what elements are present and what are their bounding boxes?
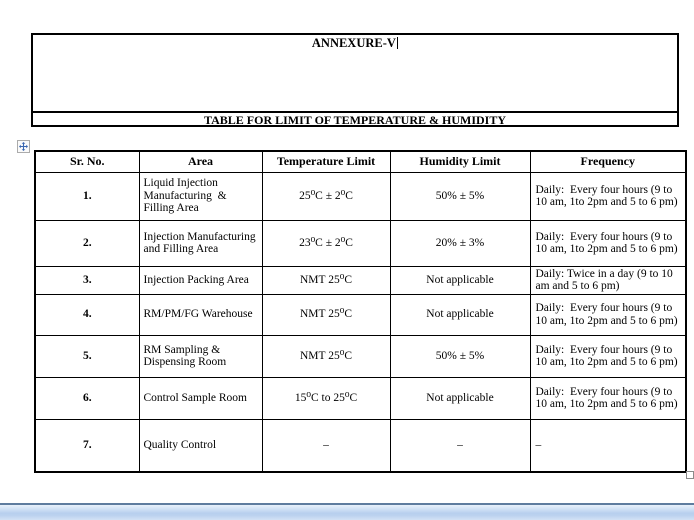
cell-sr-no[interactable]: 7. bbox=[34, 418, 140, 473]
cell-area[interactable]: Injection Packing Area bbox=[138, 265, 263, 295]
text-cursor bbox=[396, 37, 399, 49]
cell-sr-no[interactable]: 6. bbox=[34, 376, 140, 420]
status-bar bbox=[0, 503, 694, 520]
table-row: 1. Liquid Injection Manufacturing & Fill… bbox=[34, 171, 687, 221]
table-row: 2. Injection Manufacturing and Filling A… bbox=[34, 219, 687, 267]
table-move-handle[interactable] bbox=[17, 140, 30, 153]
cell-temperature-limit[interactable]: – bbox=[261, 418, 391, 473]
cell-temperature-limit[interactable]: 15⁰C to 25⁰C bbox=[261, 376, 391, 420]
table-title: TABLE FOR LIMIT OF TEMPERATURE & HUMIDIT… bbox=[203, 113, 507, 127]
cell-humidity-limit[interactable]: Not applicable bbox=[389, 376, 531, 420]
table-row: 7. Quality Control – – – bbox=[34, 418, 687, 473]
cell-temperature-limit[interactable]: NMT 25⁰C bbox=[261, 293, 391, 336]
cell-frequency[interactable]: – bbox=[529, 418, 687, 473]
annexure-title-area[interactable]: ANNEXURE-V bbox=[33, 35, 677, 111]
cell-frequency[interactable]: Daily: Every four hours (9 to 10 am, 1to… bbox=[529, 376, 687, 420]
col-header-frequency[interactable]: Frequency bbox=[529, 150, 687, 173]
cell-area[interactable]: Injection Manufacturing and Filling Area bbox=[138, 219, 263, 267]
cell-frequency[interactable]: Daily: Twice in a day (9 to 10 am and 5 … bbox=[529, 265, 687, 295]
table-row: 6. Control Sample Room 15⁰C to 25⁰C Not … bbox=[34, 376, 687, 420]
temperature-humidity-limits-table: Sr. No. Area Temperature Limit Humidity … bbox=[34, 150, 687, 473]
cell-area[interactable]: Quality Control bbox=[138, 418, 263, 473]
cell-temperature-limit[interactable]: 23⁰C ± 2⁰C bbox=[261, 219, 391, 267]
cell-temperature-limit[interactable]: 25⁰C ± 2⁰C bbox=[261, 171, 391, 221]
col-header-humidity-limit[interactable]: Humidity Limit bbox=[389, 150, 531, 173]
table-row: 5. RM Sampling & Dispensing Room NMT 25⁰… bbox=[34, 334, 687, 378]
table-row: 3. Injection Packing Area NMT 25⁰C Not a… bbox=[34, 265, 687, 295]
cell-temperature-limit[interactable]: NMT 25⁰C bbox=[261, 334, 391, 378]
table-row: 4. RM/PM/FG Warehouse NMT 25⁰C Not appli… bbox=[34, 293, 687, 336]
cell-humidity-limit[interactable]: Not applicable bbox=[389, 293, 531, 336]
cell-frequency[interactable]: Daily: Every four hours (9 to 10 am, 1to… bbox=[529, 334, 687, 378]
annexure-header-box: ANNEXURE-V TABLE FOR LIMIT OF TEMPERATUR… bbox=[31, 33, 679, 127]
col-header-temperature-limit[interactable]: Temperature Limit bbox=[261, 150, 391, 173]
cell-humidity-limit[interactable]: 20% ± 3% bbox=[389, 219, 531, 267]
cell-area[interactable]: Liquid Injection Manufacturing & Filling… bbox=[138, 171, 263, 221]
cell-sr-no[interactable]: 5. bbox=[34, 334, 140, 378]
cell-humidity-limit[interactable]: 50% ± 5% bbox=[389, 171, 531, 221]
cell-sr-no[interactable]: 2. bbox=[34, 219, 140, 267]
cell-sr-no[interactable]: 3. bbox=[34, 265, 140, 295]
cell-humidity-limit[interactable]: Not applicable bbox=[389, 265, 531, 295]
col-header-sr-no[interactable]: Sr. No. bbox=[34, 150, 140, 173]
cell-area[interactable]: RM Sampling & Dispensing Room bbox=[138, 334, 263, 378]
cell-area[interactable]: Control Sample Room bbox=[138, 376, 263, 420]
cell-humidity-limit[interactable]: 50% ± 5% bbox=[389, 334, 531, 378]
cell-area[interactable]: RM/PM/FG Warehouse bbox=[138, 293, 263, 336]
cell-humidity-limit[interactable]: – bbox=[389, 418, 531, 473]
col-header-area[interactable]: Area bbox=[138, 150, 263, 173]
cell-temperature-limit[interactable]: NMT 25⁰C bbox=[261, 265, 391, 295]
cell-frequency[interactable]: Daily: Every four hours (9 to 10 am, 1to… bbox=[529, 171, 687, 221]
table-header-row: Sr. No. Area Temperature Limit Humidity … bbox=[34, 150, 687, 173]
cell-sr-no[interactable]: 4. bbox=[34, 293, 140, 336]
four-way-arrow-icon bbox=[19, 142, 28, 151]
cell-frequency[interactable]: Daily: Every four hours (9 to 10 am, 1to… bbox=[529, 219, 687, 267]
annexure-title: ANNEXURE-V bbox=[311, 36, 396, 50]
cell-frequency[interactable]: Daily: Every four hours (9 to 10 am, 1to… bbox=[529, 293, 687, 336]
table-resize-handle[interactable] bbox=[686, 471, 694, 479]
cell-sr-no[interactable]: 1. bbox=[34, 171, 140, 221]
table-title-row[interactable]: TABLE FOR LIMIT OF TEMPERATURE & HUMIDIT… bbox=[33, 111, 677, 128]
